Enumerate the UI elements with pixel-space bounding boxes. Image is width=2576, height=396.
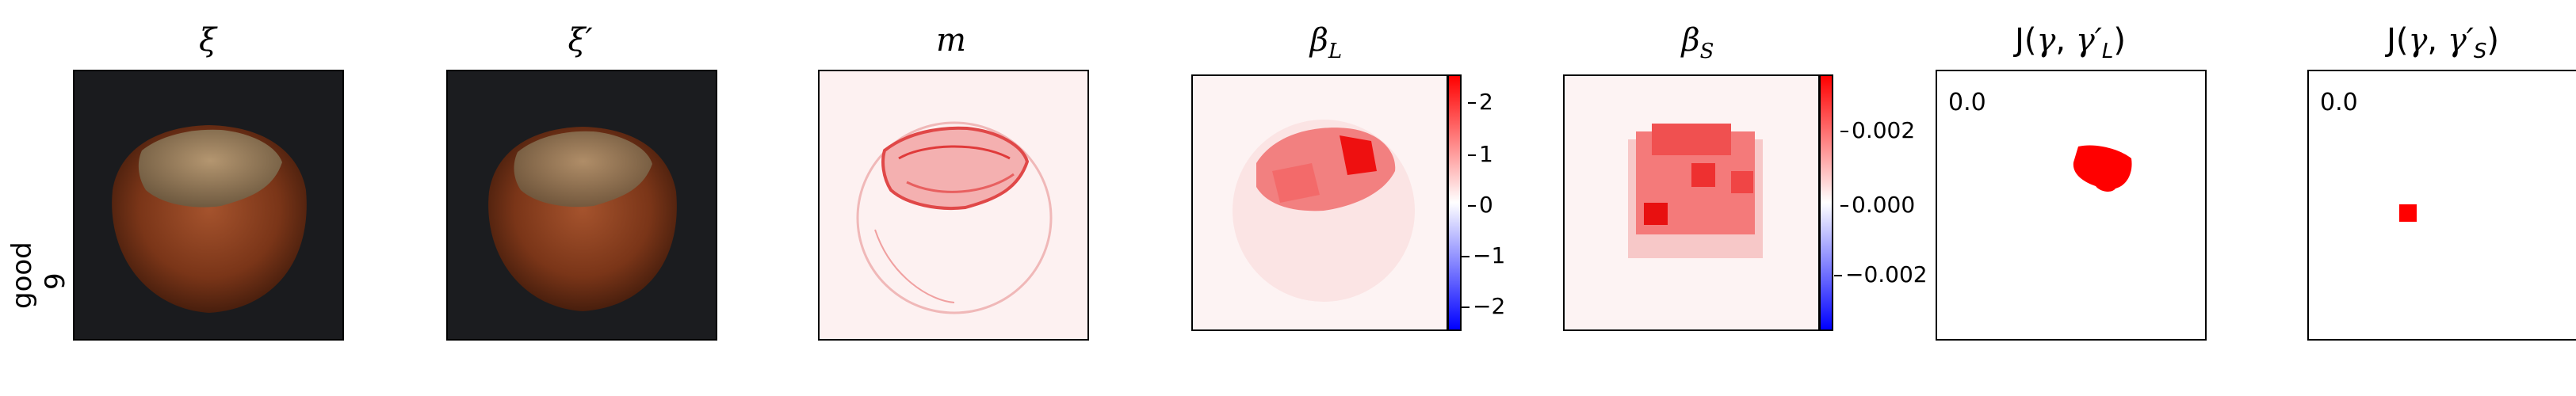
hazelnut-image-reconstructed bbox=[446, 70, 717, 341]
colorbar-l-tick-1: 1 bbox=[1468, 141, 1493, 167]
beta-s-colorbar bbox=[1819, 74, 1833, 331]
colorbar-l-tick-2: 2 bbox=[1468, 89, 1493, 115]
colorbar-s-tick-zero: 0.000 bbox=[1840, 192, 1916, 218]
beta-l-colorbar bbox=[1447, 74, 1462, 331]
colorbar-s-tick-neg: −0.002 bbox=[1834, 261, 1928, 287]
panel-title-beta-l: βL bbox=[1309, 22, 1343, 63]
panel-title-xi-prime: ξ′ bbox=[568, 22, 593, 59]
difference-map-m bbox=[818, 70, 1089, 341]
j-l-value: 0.0 bbox=[1948, 89, 1986, 116]
panel-title-j-l: J(γ, γ′L) bbox=[2015, 22, 2126, 63]
panel-title-xi: ξ bbox=[198, 22, 217, 59]
row-label-line1: good bbox=[6, 242, 38, 309]
hazelnut-photo-reconstructed bbox=[448, 71, 716, 339]
colorbar-s-tick-pos: 0.002 bbox=[1840, 117, 1916, 143]
j-s-value: 0.0 bbox=[2320, 89, 2358, 116]
row-label: good 9 bbox=[3, 214, 71, 309]
j-s-mask: 0.0 bbox=[2307, 70, 2576, 341]
row-label-line2: 9 bbox=[40, 272, 71, 290]
hazelnut-photo bbox=[75, 71, 342, 339]
beta-s-plot bbox=[1565, 76, 1818, 329]
colorbar-l-tick-neg2: −2 bbox=[1461, 293, 1506, 319]
panel-title-j-s: J(γ, γ′S) bbox=[2387, 22, 2499, 63]
beta-l-plot bbox=[1193, 76, 1447, 329]
beta-l-heatmap bbox=[1191, 74, 1448, 331]
beta-s-heatmap bbox=[1563, 74, 1820, 331]
j-l-mask: 0.0 bbox=[1936, 70, 2207, 341]
j-l-mask-plot bbox=[2073, 145, 2132, 192]
panel-title-m: m bbox=[936, 22, 966, 59]
colorbar-l-tick-neg1: −1 bbox=[1461, 242, 1506, 268]
panel-title-beta-s: βS bbox=[1681, 22, 1714, 63]
j-s-mask-blob bbox=[2399, 204, 2417, 222]
difference-map-plot bbox=[820, 71, 1087, 339]
colorbar-l-tick-0: 0 bbox=[1468, 192, 1493, 218]
hazelnut-image-original bbox=[73, 70, 344, 341]
